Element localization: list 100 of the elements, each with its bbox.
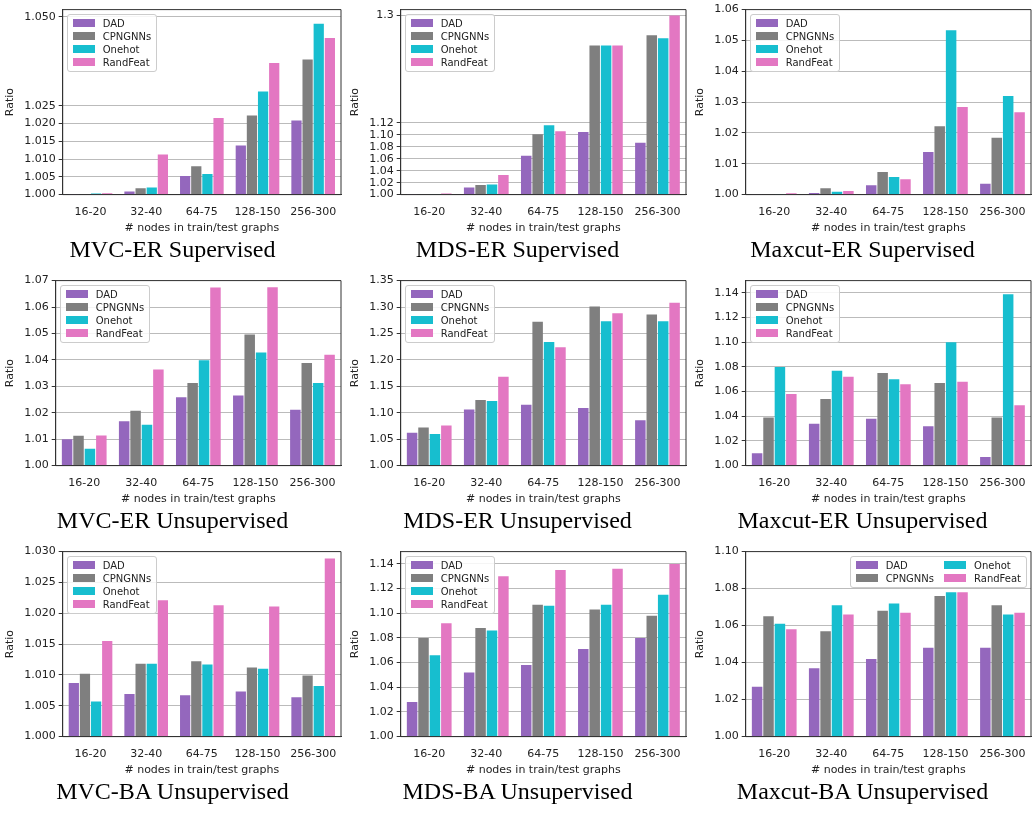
legend-label: RandFeat [440, 56, 488, 68]
x-tick-label: 128-150 [234, 205, 281, 219]
text: MVC-ER Unsupervised [55, 506, 290, 534]
y-axis-title: Ratio [348, 87, 362, 117]
x-tick-label: 32-40 [815, 205, 848, 219]
x-tick-label: 256-300 [289, 476, 336, 490]
y-tick-label: 1.04 [369, 163, 394, 177]
x-tick-label: 64-75 [872, 205, 905, 219]
y-tick-label: 1.05 [714, 33, 739, 47]
x-tick-label: 256-300 [634, 747, 681, 761]
x-tick-label: 32-40 [815, 747, 848, 761]
legend-label: RandFeat [785, 327, 833, 339]
y-tick-label: 1.05 [24, 326, 49, 340]
x-tick-label: 16-20 [413, 747, 446, 761]
x-tick-label: 16-20 [413, 476, 446, 490]
x-tick-label: 256-300 [979, 476, 1026, 490]
y-tick-label: 1.06 [714, 2, 739, 16]
y-tick-label: 1.015 [24, 134, 56, 148]
y-tick-label: 1.030 [24, 544, 56, 558]
y-tick-label: 1.04 [24, 352, 49, 366]
x-tick-label: 64-75 [185, 205, 218, 219]
legend-label: DAD [440, 288, 463, 300]
y-tick-label: 1.06 [369, 151, 394, 165]
y-axis-title: Ratio [3, 87, 17, 117]
legend-label: Onehot [102, 585, 140, 597]
legend-label: CPNGNNs [102, 572, 152, 584]
y-tick-label: 1.025 [24, 575, 56, 589]
y-tick-label: 1.14 [369, 556, 394, 570]
x-tick-label: 64-75 [872, 747, 905, 761]
legend-label: DAD [785, 17, 808, 29]
y-tick-label: 1.06 [714, 618, 739, 632]
legend-label: RandFeat [440, 598, 488, 610]
text: MDS-ER Unsupervised [402, 506, 633, 534]
y-tick-label: 1.01 [714, 156, 739, 170]
x-tick-label: 32-40 [125, 476, 158, 490]
x-axis-title: # nodes in train/test graphs [124, 221, 280, 235]
y-tick-label: 1.00 [369, 187, 394, 201]
x-tick-label: 128-150 [232, 476, 279, 490]
y-tick-label: 1.005 [24, 698, 56, 712]
legend-label: CPNGNNs [440, 572, 490, 584]
y-tick-label: 1.35 [369, 273, 394, 287]
x-tick-label: 128-150 [234, 747, 281, 761]
x-tick-label: 16-20 [758, 747, 791, 761]
x-tick-label: 32-40 [130, 747, 163, 761]
x-tick-label: 64-75 [527, 205, 560, 219]
x-axis-title: # nodes in train/test graphs [810, 221, 966, 235]
legend-label: DAD [885, 559, 908, 571]
y-tick-label: 1.10 [369, 606, 394, 620]
legend-label: RandFeat [102, 56, 150, 68]
y-tick-label: 1.10 [369, 405, 394, 419]
y-axis-title: Ratio [3, 629, 17, 659]
y-tick-label: 1.02 [24, 405, 49, 419]
y-tick-label: 1.00 [714, 729, 739, 743]
y-tick-label: 1.08 [714, 359, 739, 373]
legend-label: Onehot [785, 43, 823, 55]
y-tick-label: 1.03 [714, 94, 739, 108]
y-tick-label: 1.25 [369, 326, 394, 340]
y-tick-label: 1.02 [714, 692, 739, 706]
x-tick-label: 256-300 [979, 205, 1026, 219]
x-tick-label: 32-40 [470, 205, 503, 219]
y-tick-label: 1.02 [369, 175, 394, 189]
x-tick-label: 128-150 [577, 205, 624, 219]
y-tick-label: 1.10 [714, 544, 739, 558]
y-tick-label: 1.10 [714, 335, 739, 349]
x-tick-label: 128-150 [922, 476, 969, 490]
y-tick-label: 1.00 [714, 458, 739, 472]
legend-label: DAD [440, 559, 463, 571]
y-tick-label: 1.020 [24, 116, 56, 130]
y-tick-label: 1.06 [24, 299, 49, 313]
y-axis-title: Ratio [693, 87, 707, 117]
y-tick-label: 1.08 [369, 630, 394, 644]
legend-label: Onehot [102, 43, 140, 55]
x-axis-title: # nodes in train/test graphs [465, 221, 621, 235]
y-axis-title: Ratio [693, 358, 707, 388]
legend-label: Onehot [785, 314, 823, 326]
y-tick-label: 1.30 [369, 299, 394, 313]
y-tick-label: 1.03 [24, 379, 49, 393]
y-tick-label: 1.05 [369, 432, 394, 446]
legend-label: CPNGNNs [885, 572, 935, 584]
y-tick-label: 1.025 [24, 98, 56, 112]
y-axis-title: Ratio [348, 358, 362, 388]
x-tick-label: 64-75 [185, 747, 218, 761]
legend-label: RandFeat [95, 327, 143, 339]
y-tick-label: 1.06 [714, 384, 739, 398]
x-tick-label: 64-75 [872, 476, 905, 490]
x-axis-title: # nodes in train/test graphs [465, 763, 621, 777]
x-axis-title: # nodes in train/test graphs [810, 492, 966, 506]
legend-label: RandFeat [102, 598, 150, 610]
legend-label: RandFeat [974, 572, 1021, 584]
y-tick-label: 1.04 [714, 655, 739, 669]
y-tick-label: 1.08 [714, 581, 739, 595]
y-tick-label: 1.12 [714, 310, 739, 324]
y-tick-label: 1.12 [369, 581, 394, 595]
y-tick-label: 1.00 [369, 729, 394, 743]
x-tick-label: 16-20 [74, 205, 107, 219]
x-tick-label: 64-75 [527, 476, 560, 490]
legend-label: CPNGNNs [102, 30, 152, 42]
y-tick-label: 1.06 [369, 655, 394, 669]
y-tick-label: 1.14 [714, 285, 739, 299]
x-axis-title: # nodes in train/test graphs [810, 763, 966, 777]
